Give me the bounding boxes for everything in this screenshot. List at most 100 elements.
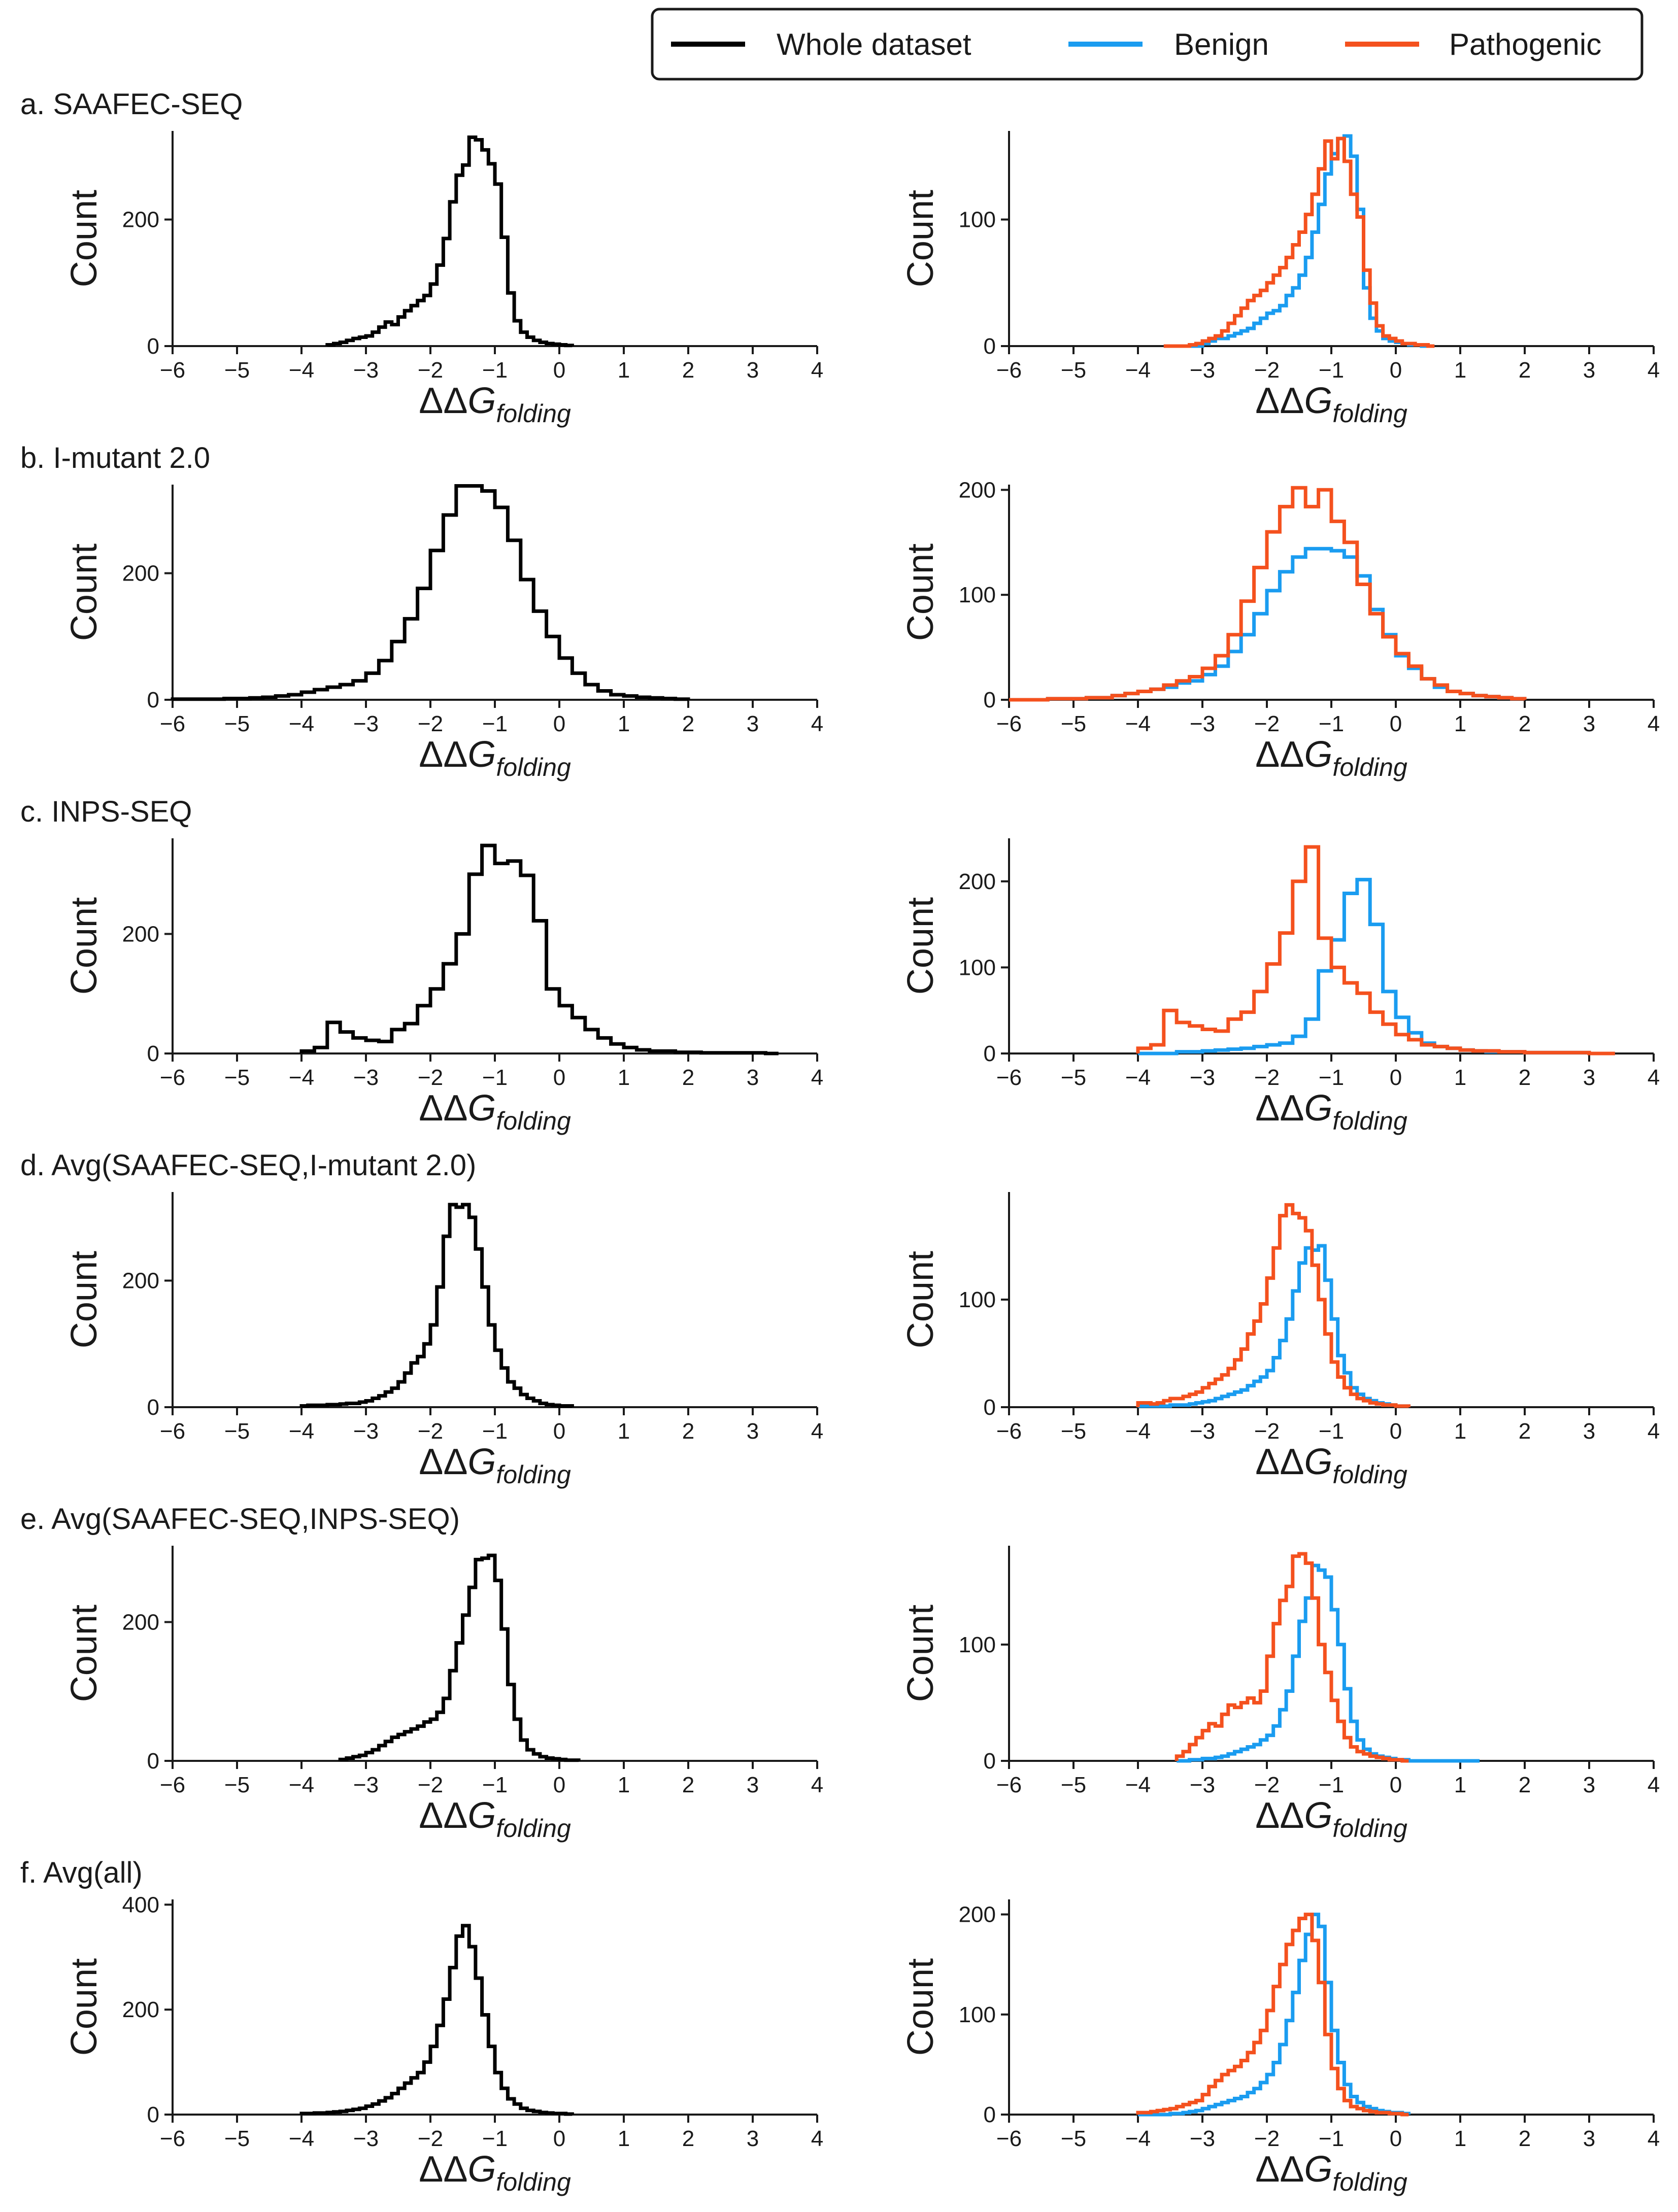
x-tick-label: −3 [353, 1419, 379, 1444]
series-whole-dataset [299, 1924, 574, 2116]
x-tick-label: 0 [1390, 2126, 1402, 2151]
x-tick-label: 0 [1390, 1773, 1402, 1797]
x-axis-label-delta: ΔΔ [419, 1088, 467, 1129]
series-whole-dataset [171, 484, 690, 701]
x-axis-label-g: G [1304, 381, 1332, 421]
x-tick-label: −5 [224, 1773, 250, 1797]
x-tick-label: −4 [289, 1065, 314, 1090]
x-tick-label: −4 [1125, 1419, 1151, 1444]
x-tick-label: −3 [1190, 711, 1215, 736]
x-tick-label: 3 [747, 711, 759, 736]
x-tick-label: 4 [811, 2126, 823, 2151]
y-tick-label: 200 [959, 1902, 996, 1927]
y-tick-label: 0 [984, 688, 996, 712]
x-axis-label-delta: ΔΔ [419, 1795, 467, 1836]
y-tick-label: 0 [984, 1749, 996, 1774]
x-tick-label: −6 [160, 1773, 185, 1797]
subplot-right: −6 −5 −4 −3 −2 −1 0 1 2 3 4 0 100 Count ΔΔGfolding [900, 131, 1660, 428]
x-axis-label: ΔΔGfolding [419, 1442, 571, 1489]
y-tick-label: 0 [147, 688, 159, 712]
x-axis-label-g: G [1304, 1088, 1332, 1129]
y-tick-label: 0 [147, 1041, 159, 1066]
x-tick-label: 3 [1583, 2126, 1595, 2151]
y-tick-label: 200 [122, 208, 159, 232]
x-tick-label: −4 [289, 358, 314, 383]
y-tick-label: 200 [122, 922, 159, 946]
x-tick-label: 1 [1454, 711, 1466, 736]
subplot-right: −6 −5 −4 −3 −2 −1 0 1 2 3 4 0 100 200 Count ΔΔGfolding [900, 838, 1660, 1135]
y-tick-label: 100 [959, 208, 996, 232]
x-tick-label: 1 [618, 2126, 630, 2151]
x-axis-label-g: G [467, 1442, 496, 1482]
subplot-right: −6 −5 −4 −3 −2 −1 0 1 2 3 4 0 100 200 Count ΔΔGfolding [900, 478, 1660, 781]
x-axis-label: ΔΔGfolding [419, 1088, 571, 1135]
x-tick-label: −1 [1319, 358, 1344, 383]
x-tick-label: 2 [682, 1773, 694, 1797]
x-tick-label: −3 [353, 2126, 379, 2151]
x-tick-label: −3 [1190, 1065, 1215, 1090]
legend: Whole dataset Benign Pathogenic [651, 8, 1643, 81]
x-tick-label: −5 [1061, 2126, 1086, 2151]
y-tick-label: 0 [147, 1395, 159, 1420]
y-tick-label: 200 [122, 561, 159, 586]
y-tick-label: 100 [959, 583, 996, 607]
panel-f: f. Avg(all)−6 −5 −4 −3 −2 −1 0 1 2 3 40200400Count… [20, 1856, 1660, 2196]
series-whole-dataset [338, 1553, 581, 1762]
y-axis-label: Count [900, 1251, 941, 1348]
x-tick-label: −2 [1254, 358, 1280, 383]
y-axis-label: Count [900, 897, 941, 995]
x-axis-label: ΔΔGfolding [1255, 734, 1407, 781]
x-tick-label: −5 [1061, 1773, 1086, 1797]
subplot-right: −6 −5 −4 −3 −2 −1 0 1 2 3 4 0 100 200 Count ΔΔGfolding [900, 1899, 1660, 2196]
panels: a. SAAFEC-SEQ−6 −5 −4 −3 −2 −1 0 1 2 3 40200CountΔ… [20, 88, 1660, 2196]
x-tick-label: 3 [1583, 1419, 1595, 1444]
x-tick-label: 4 [1648, 711, 1660, 736]
y-tick-label: 200 [122, 1997, 159, 2022]
x-tick-label: 0 [1390, 1419, 1402, 1444]
x-tick-label: 4 [811, 711, 823, 736]
x-tick-label: −2 [418, 1773, 443, 1797]
x-tick-label: 1 [1454, 358, 1466, 383]
x-tick-label: −5 [224, 358, 250, 383]
x-tick-label: 4 [1648, 1419, 1660, 1444]
x-axis-label-g: G [467, 2149, 496, 2190]
series-benign [1009, 547, 1527, 702]
x-axis-label: ΔΔGfolding [1255, 1088, 1407, 1135]
y-tick-label: 0 [147, 1749, 159, 1774]
x-tick-label: −6 [160, 358, 185, 383]
x-tick-label: 2 [682, 1065, 694, 1090]
x-tick-label: 1 [1454, 1773, 1466, 1797]
panel-c: c. INPS-SEQ−6 −5 −4 −3 −2 −1 0 1 2 3 40200CountΔΔG… [20, 795, 1660, 1135]
x-tick-label: −2 [1254, 711, 1280, 736]
y-tick-label: 400 [122, 1892, 159, 1917]
x-tick-label: −4 [1125, 1773, 1151, 1797]
y-tick-label: 200 [959, 478, 996, 502]
x-axis-label-g: G [1304, 734, 1332, 775]
x-tick-label: 0 [553, 2126, 565, 2151]
panel-e: e. Avg(SAAFEC-SEQ,INPS-SEQ) −6 −5 −4 −3 −2 −1 0… [20, 1503, 1660, 1843]
x-tick-label: −3 [353, 711, 379, 736]
y-axis-label: Count [64, 190, 105, 287]
x-axis-label-delta: ΔΔ [419, 1442, 467, 1482]
x-tick-label: 0 [553, 1065, 565, 1090]
x-axis-label-subscript: folding [496, 1460, 571, 1489]
x-tick-label: 3 [1583, 1065, 1595, 1090]
x-tick-label: 0 [553, 1419, 565, 1444]
x-axis-label-delta: ΔΔ [1255, 1088, 1304, 1129]
x-tick-label: −5 [224, 2126, 250, 2151]
subplot-left: −6 −5 −4 −3 −2 −1 0 1 2 3 4 0 200 Count ΔΔGfolding [64, 484, 823, 781]
x-tick-label: −3 [353, 358, 379, 383]
x-tick-label: −3 [1190, 1419, 1215, 1444]
x-tick-label: −6 [996, 711, 1022, 736]
x-axis-label: ΔΔGfolding [419, 2149, 571, 2196]
y-axis-label: Count [64, 1251, 105, 1348]
x-tick-label: −6 [996, 1773, 1022, 1797]
x-tick-label: 3 [747, 1065, 759, 1090]
panel-d: d. Avg(SAAFEC-SEQ,I-mutant 2.0)−6 −5 −4 −3−… [20, 1149, 1660, 1489]
x-axis-label-g: G [467, 381, 496, 421]
x-axis-label-subscript: folding [496, 1814, 571, 1843]
x-axis-label: ΔΔGfolding [1255, 1795, 1407, 1843]
x-tick-label: 1 [618, 711, 630, 736]
x-tick-label: −2 [418, 1419, 443, 1444]
x-axis-label-delta: ΔΔ [1255, 2149, 1304, 2190]
